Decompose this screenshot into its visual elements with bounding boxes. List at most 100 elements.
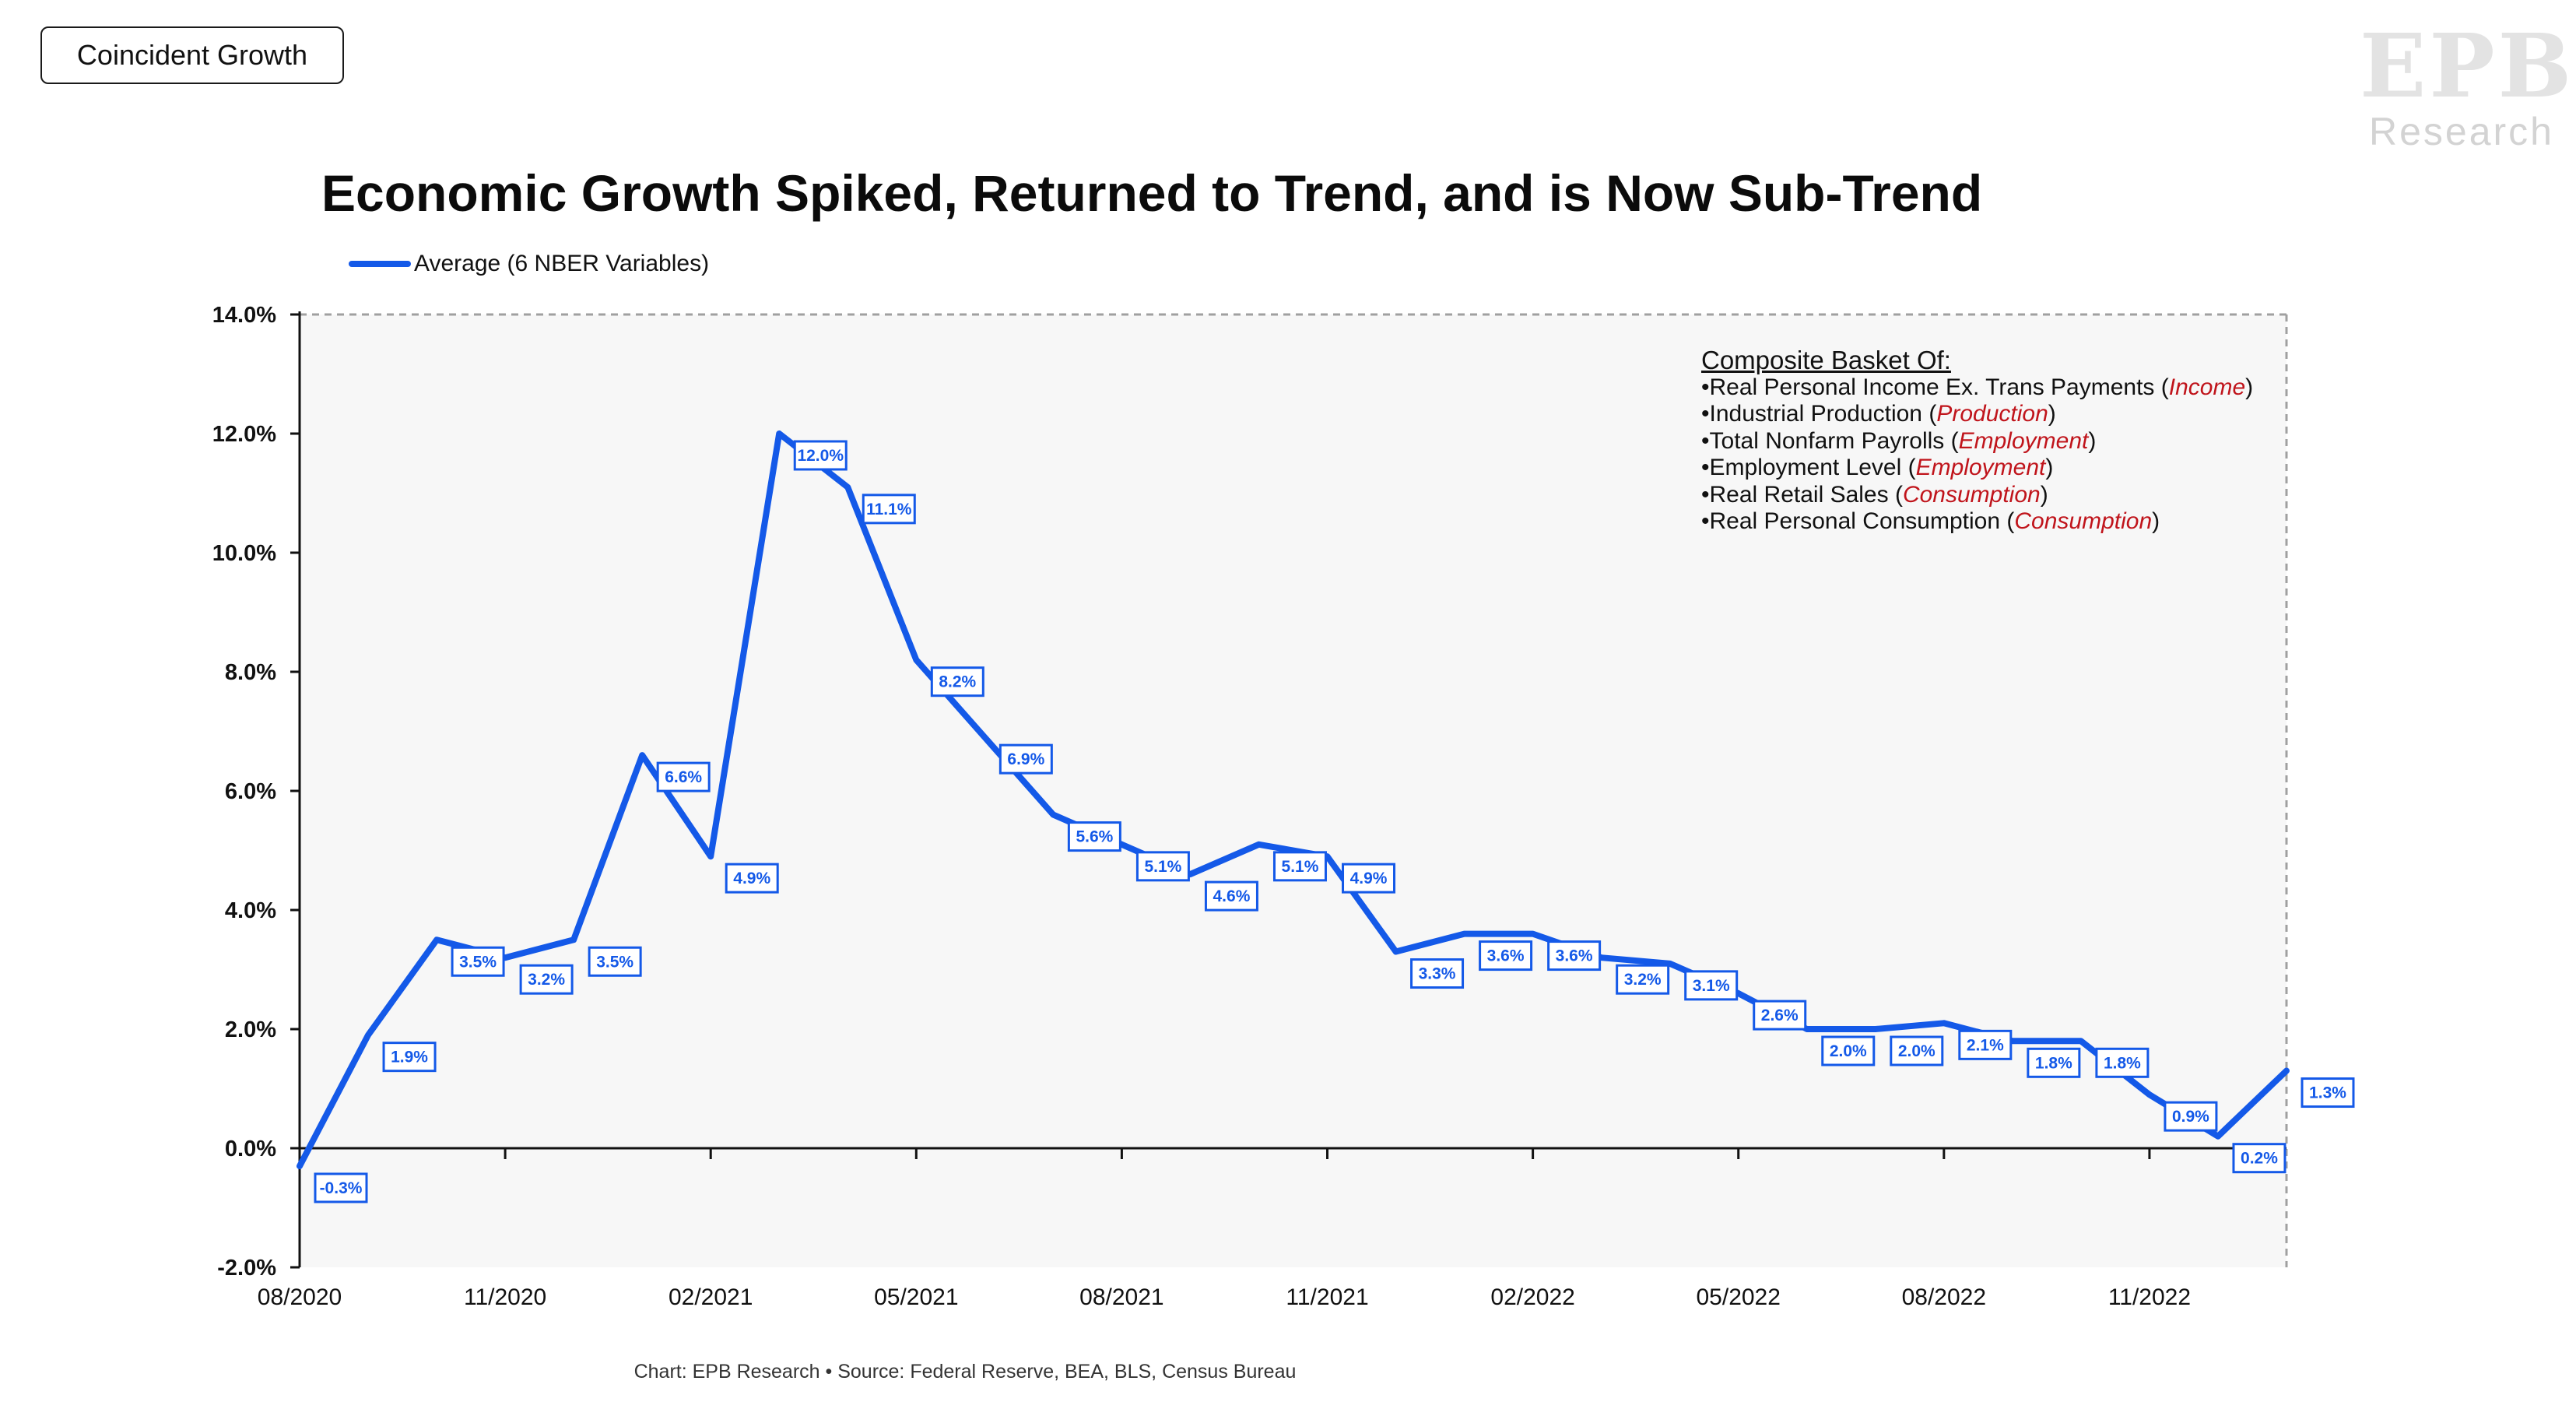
data-label-text: 5.1%	[1144, 858, 1181, 876]
y-tick-label: 6.0%	[225, 779, 276, 804]
data-label: 1.8%	[2027, 1047, 2081, 1078]
data-label-box	[2164, 1101, 2218, 1132]
x-tick-label: 08/2020	[258, 1284, 342, 1310]
chart-title: Economic Growth Spiked, Returned to Tren…	[321, 164, 1983, 222]
x-tick-label: 11/2022	[2108, 1284, 2191, 1310]
y-tick-label: 8.0%	[225, 660, 276, 685]
x-tick-label: 02/2022	[1490, 1284, 1574, 1310]
y-tick-label: 4.0%	[225, 898, 276, 923]
x-tick-label: 11/2021	[1286, 1284, 1368, 1310]
basket-item-consumption: •Real Personal Consumption (Consumption)	[1701, 508, 2160, 534]
data-label-text: 3.6%	[1556, 947, 1593, 965]
data-label: 3.1%	[1684, 970, 1739, 1001]
data-label: 4.9%	[725, 863, 779, 894]
data-label-text: 5.1%	[1282, 858, 1319, 876]
data-label: 3.6%	[1547, 940, 1602, 972]
data-label-box	[1272, 851, 1327, 882]
data-label-box	[314, 1172, 368, 1203]
x-tick-label: 08/2021	[1079, 1284, 1163, 1310]
data-label: 0.2%	[2232, 1143, 2286, 1174]
data-label-box	[2095, 1047, 2150, 1078]
data-label-box	[451, 946, 505, 977]
data-label-text: 4.9%	[733, 870, 770, 887]
data-label: 8.2%	[930, 666, 984, 697]
y-tick-label: -2.0%	[217, 1256, 276, 1281]
section-badge-label: Coincident Growth	[76, 39, 308, 71]
data-label-box	[382, 1042, 437, 1073]
data-label-text: 4.6%	[1213, 887, 1251, 905]
basket-item-employment-level: •Employment Level (Employment)	[1701, 455, 2054, 480]
data-label-text: 1.8%	[2035, 1054, 2072, 1072]
data-label: 2.0%	[1821, 1035, 1876, 1066]
data-label: 11.1%	[862, 494, 916, 525]
data-label-box	[1958, 1029, 2013, 1060]
data-label-box	[930, 666, 984, 697]
y-tick-label: 10.0%	[212, 541, 276, 566]
data-label: 2.6%	[1753, 1000, 1807, 1031]
chart-source: Chart: EPB Research • Source: Federal Re…	[633, 1361, 1297, 1383]
legend-label: Average (6 NBER Variables)	[414, 251, 710, 276]
y-tick-label: 14.0%	[212, 303, 276, 328]
data-label-text: 3.2%	[528, 971, 565, 989]
data-label-text: 2.0%	[1830, 1042, 1867, 1060]
data-label: -0.3%	[314, 1172, 368, 1203]
data-label: 3.2%	[1616, 964, 1670, 995]
basket-item-retail-sales: •Real Retail Sales (Consumption)	[1701, 481, 2048, 508]
data-label: 3.5%	[451, 946, 505, 977]
data-label: 1.9%	[382, 1042, 437, 1073]
data-label: 6.9%	[998, 743, 1053, 775]
data-label-box	[1410, 958, 1465, 989]
data-label-box	[793, 440, 848, 471]
data-label-text: 6.9%	[1007, 750, 1044, 768]
data-label-text: 3.3%	[1419, 965, 1456, 983]
data-label-box	[1753, 1000, 1807, 1031]
x-tick-label: 11/2020	[464, 1284, 546, 1310]
data-label-text: 3.2%	[1624, 971, 1662, 989]
data-label-box	[1890, 1035, 1944, 1066]
data-label-text: 0.9%	[2172, 1108, 2209, 1126]
data-label-text: 8.2%	[939, 673, 976, 691]
data-label-box	[862, 494, 916, 525]
data-label-text: 4.9%	[1350, 870, 1388, 887]
data-label-text: 3.1%	[1693, 977, 1730, 995]
data-label-box	[1479, 940, 1533, 972]
data-label-text: 1.8%	[2104, 1054, 2141, 1072]
data-label-box	[1342, 863, 1396, 894]
y-tick-label: 0.0%	[225, 1137, 276, 1161]
data-label-text: -0.3%	[320, 1179, 363, 1197]
data-label-box	[1821, 1035, 1876, 1066]
data-label-box	[1067, 821, 1121, 852]
data-label-text: 2.6%	[1761, 1007, 1799, 1024]
data-label: 4.9%	[1342, 863, 1396, 894]
composite-basket-note: Composite Basket Of: •Real Personal Inco…	[1701, 346, 2254, 536]
section-badge: Coincident Growth	[40, 26, 344, 84]
data-label-text: 2.0%	[1898, 1042, 1936, 1060]
x-tick-label: 02/2021	[669, 1284, 753, 1310]
data-label-box	[656, 761, 711, 792]
x-tick-label: 05/2021	[874, 1284, 958, 1310]
basket-heading: Composite Basket Of:	[1701, 346, 1951, 374]
data-label: 5.1%	[1135, 851, 1190, 882]
x-tick-label: 05/2022	[1696, 1284, 1780, 1310]
data-label-text: 5.6%	[1076, 828, 1113, 846]
data-label: 3.5%	[588, 946, 642, 977]
logo-subtitle: Research	[2369, 110, 2554, 153]
data-label-box	[1616, 964, 1670, 995]
data-label: 4.6%	[1204, 880, 1258, 912]
data-label-box	[519, 964, 574, 995]
data-label: 3.6%	[1479, 940, 1533, 972]
basket-item-income: •Real Personal Income Ex. Trans Payments…	[1701, 374, 2254, 400]
data-label-text: 3.5%	[459, 953, 497, 971]
data-label: 12.0%	[793, 440, 848, 471]
data-label-text: 12.0%	[797, 447, 844, 465]
data-label: 5.6%	[1067, 821, 1121, 852]
data-label: 0.9%	[2164, 1101, 2218, 1132]
data-label-box	[588, 946, 642, 977]
data-label-box	[1684, 970, 1739, 1001]
chart-legend: Average (6 NBER Variables)	[349, 251, 709, 277]
data-label-text: 6.6%	[665, 768, 702, 786]
data-label: 1.3%	[2301, 1077, 2355, 1109]
data-label-box	[2027, 1047, 2081, 1078]
basket-item-payrolls: •Total Nonfarm Payrolls (Employment)	[1701, 427, 2097, 454]
